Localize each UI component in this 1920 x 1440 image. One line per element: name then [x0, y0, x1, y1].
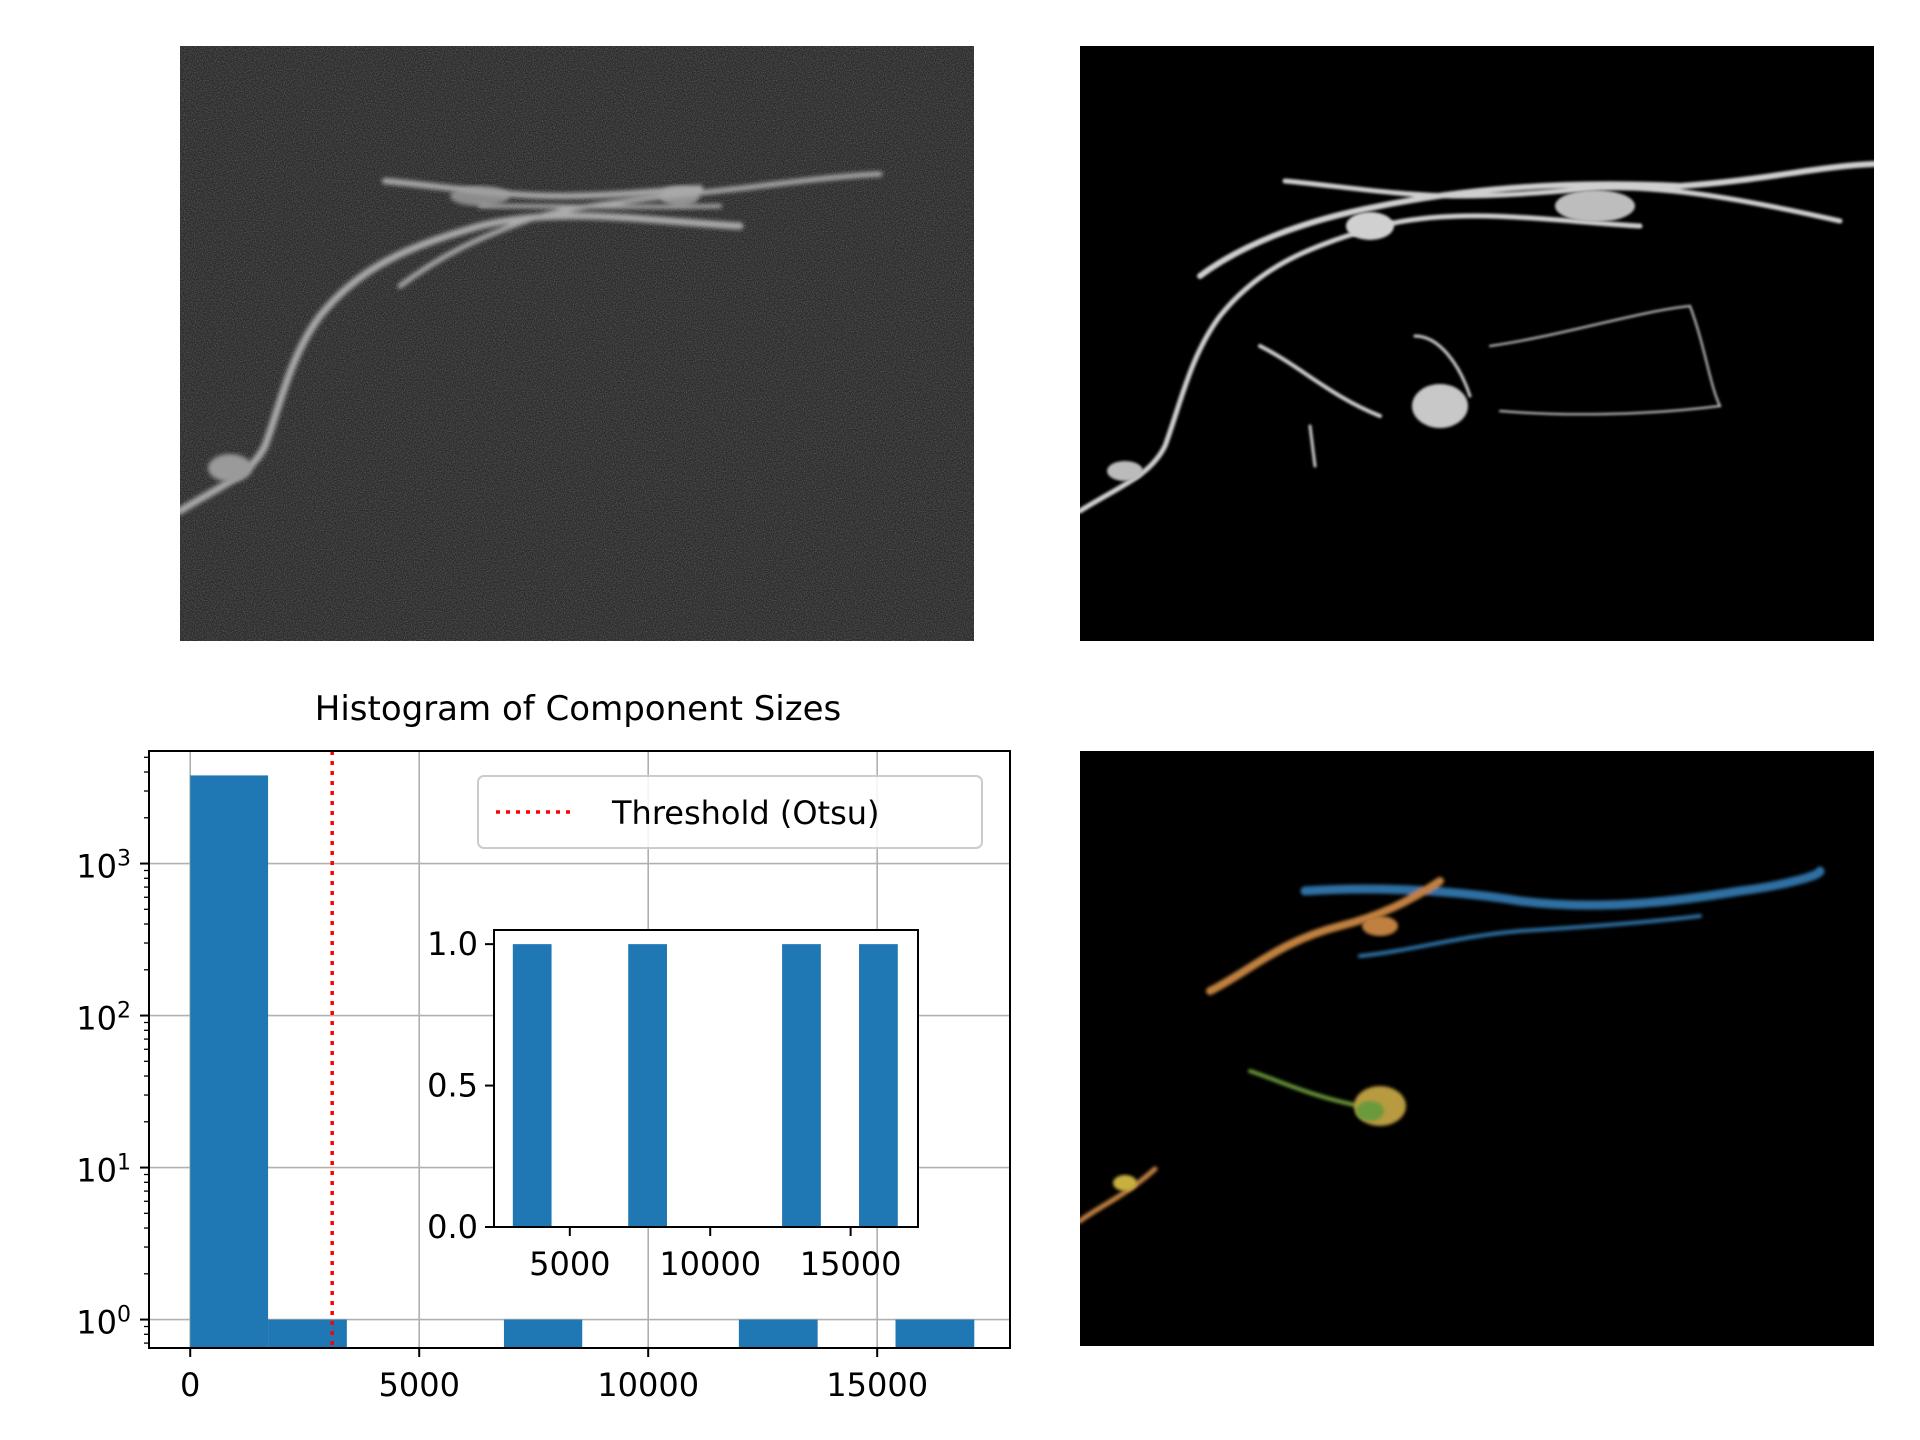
histogram-bar	[268, 1319, 347, 1348]
inset-x-tick-label: 5000	[529, 1245, 610, 1283]
y-tick-label: 103	[76, 846, 131, 886]
chart-title: Histogram of Component Sizes	[315, 689, 841, 729]
inset-bar	[782, 944, 821, 1227]
legend-box	[477, 775, 983, 849]
labeled-components-image	[1080, 751, 1874, 1346]
inset-background	[494, 930, 918, 1227]
filtered-image	[1080, 46, 1874, 641]
inset-x-tick-label: 15000	[800, 1245, 902, 1283]
y-tick-label: 100	[76, 1302, 131, 1342]
main-axes: 0 5000 10000 15000 100 101 102 103	[76, 750, 1011, 1404]
inset-y-tick-label: 1.0	[427, 925, 478, 963]
inset-x-tick-label: 10000	[659, 1245, 761, 1283]
y-tick-label: 101	[76, 1150, 131, 1190]
inset-bar	[859, 944, 898, 1227]
x-tick-label: 10000	[597, 1366, 699, 1404]
histogram-bar	[738, 1319, 818, 1348]
x-tick-label: 15000	[826, 1366, 928, 1404]
histogram-bar	[190, 775, 269, 1348]
inset-axes-frame	[493, 929, 919, 1228]
y-tick-label: 102	[76, 998, 131, 1038]
x-tick-label: 0	[180, 1366, 200, 1404]
inset-bar	[628, 944, 667, 1227]
inset-y-tick-label: 0.5	[427, 1067, 478, 1105]
histogram-bar	[895, 1319, 975, 1348]
inset-y-tick-label: 0.0	[427, 1208, 478, 1246]
legend-threshold-label: Threshold (Otsu)	[611, 794, 880, 832]
raw-microscopy-image	[180, 46, 974, 641]
histogram-bar	[503, 1319, 583, 1348]
legend: Threshold (Otsu)	[477, 775, 983, 849]
inset-chart: 5000 10000 15000 0.0 0.5 1.0	[427, 925, 919, 1283]
x-tick-label: 5000	[378, 1366, 459, 1404]
main-bars	[190, 775, 975, 1348]
histogram-chart: Histogram of Component Sizes 0 5000 10000 1…	[76, 689, 1011, 1404]
inset-bar	[512, 944, 552, 1227]
